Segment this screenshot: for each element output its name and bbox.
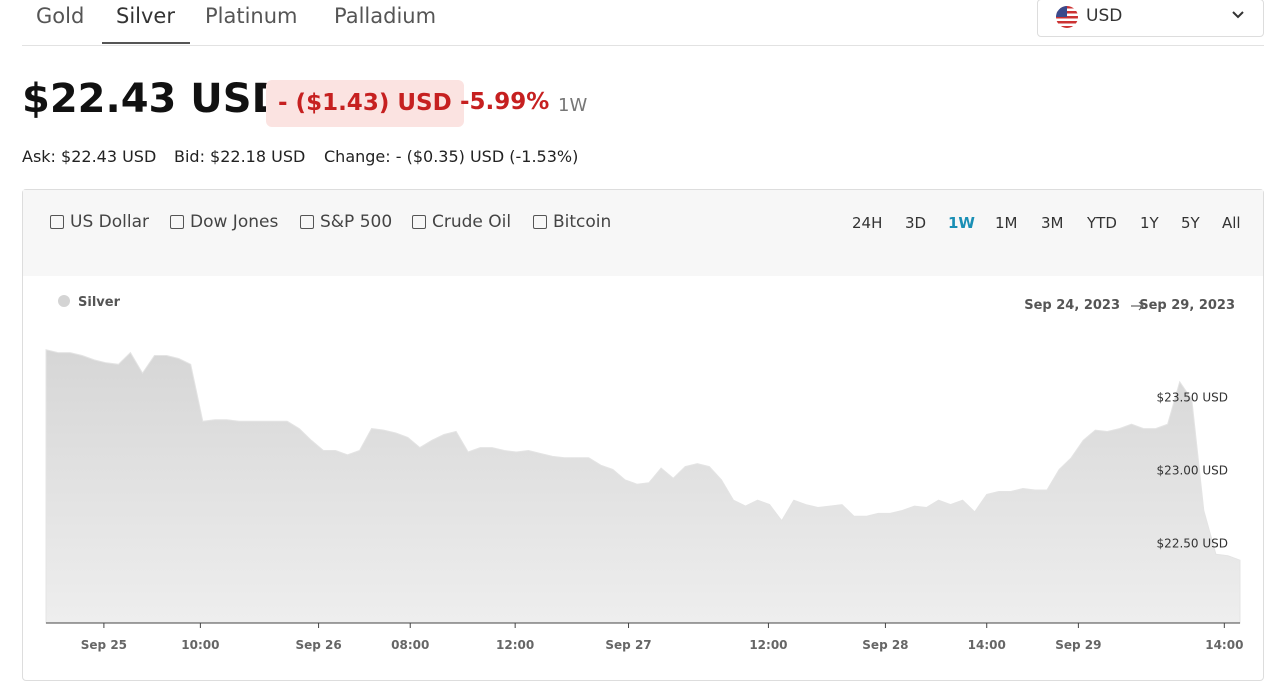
- range-button[interactable]: 24H: [852, 214, 883, 232]
- x-tick-label: 14:00: [1205, 638, 1243, 652]
- day-change: Change: - ($0.35) USD (-1.53%): [324, 147, 579, 166]
- metal-tab[interactable]: Silver: [116, 4, 175, 28]
- compare-checkbox[interactable]: Dow Jones: [170, 212, 278, 232]
- metal-tab[interactable]: Gold: [36, 4, 85, 28]
- x-tick-label: Sep 26: [295, 638, 341, 652]
- change-badge: - ($1.43) USD: [266, 80, 464, 127]
- range-button[interactable]: 3D: [905, 214, 927, 232]
- currency-label: USD: [1086, 6, 1123, 26]
- metal-tab[interactable]: Palladium: [334, 4, 437, 28]
- checkbox-box: [300, 215, 314, 229]
- x-tick-label: Sep 27: [605, 638, 651, 652]
- x-tick-label: Sep 29: [1055, 638, 1101, 652]
- y-tick-label: $22.50 USD: [1157, 537, 1228, 551]
- range-button[interactable]: YTD: [1087, 214, 1117, 232]
- checkbox-label: Dow Jones: [190, 212, 279, 232]
- y-tick-label: $23.00 USD: [1157, 464, 1228, 478]
- x-tick-label: 08:00: [391, 638, 429, 652]
- checkbox-box: [533, 215, 547, 229]
- range-button[interactable]: 1W: [948, 214, 975, 232]
- x-tick-label: Sep 28: [862, 638, 908, 652]
- us-flag: [1056, 6, 1078, 28]
- compare-checkbox[interactable]: US Dollar: [50, 212, 149, 232]
- ask: Ask: $22.43 USD: [22, 147, 157, 166]
- period: 1W: [558, 95, 588, 116]
- range-button[interactable]: 3M: [1041, 214, 1064, 232]
- checkbox-label: S&P 500: [320, 212, 393, 232]
- x-tick-label: 12:00: [496, 638, 534, 652]
- range-button[interactable]: 5Y: [1181, 214, 1200, 232]
- checkbox-label: Bitcoin: [553, 212, 612, 232]
- legend-label: Silver: [78, 295, 121, 310]
- x-tick-label: Sep 25: [81, 638, 127, 652]
- compare-checkbox[interactable]: S&P 500: [300, 212, 392, 232]
- tabs-divider: [22, 45, 1264, 46]
- legend-marker: [58, 295, 70, 307]
- range-button[interactable]: All: [1222, 214, 1241, 232]
- checkbox-label: Crude Oil: [432, 212, 512, 232]
- price: $22.43 USD: [22, 76, 285, 122]
- bid: Bid: $22.18 USD: [174, 147, 306, 166]
- range-button[interactable]: 1M: [995, 214, 1018, 232]
- checkbox-label: US Dollar: [70, 212, 149, 232]
- compare-checkbox[interactable]: Bitcoin: [533, 212, 611, 232]
- range-button[interactable]: 1Y: [1140, 214, 1159, 232]
- change-percent: -5.99%: [460, 89, 550, 115]
- chart-toolbar: [23, 190, 1263, 276]
- chevron: [1232, 11, 1244, 19]
- checkbox-box: [412, 215, 426, 229]
- area: [45, 349, 1241, 624]
- active-tab-underline: [102, 42, 190, 44]
- y-tick-label: $23.50 USD: [1157, 390, 1228, 404]
- x-tick-label: 14:00: [968, 638, 1006, 652]
- currency-select[interactable]: USD: [1037, 0, 1264, 37]
- metal-tab[interactable]: Platinum: [205, 4, 298, 28]
- x-tick-label: 12:00: [749, 638, 787, 652]
- checkbox-box: [50, 215, 64, 229]
- compare-checkbox[interactable]: Crude Oil: [412, 212, 511, 232]
- date-from: Sep 24, 2023: [1024, 298, 1120, 313]
- checkbox-box: [170, 215, 184, 229]
- date-arrow: [1131, 301, 1144, 311]
- x-tick-label: 10:00: [181, 638, 219, 652]
- date-to: Sep 29, 2023: [1139, 298, 1235, 313]
